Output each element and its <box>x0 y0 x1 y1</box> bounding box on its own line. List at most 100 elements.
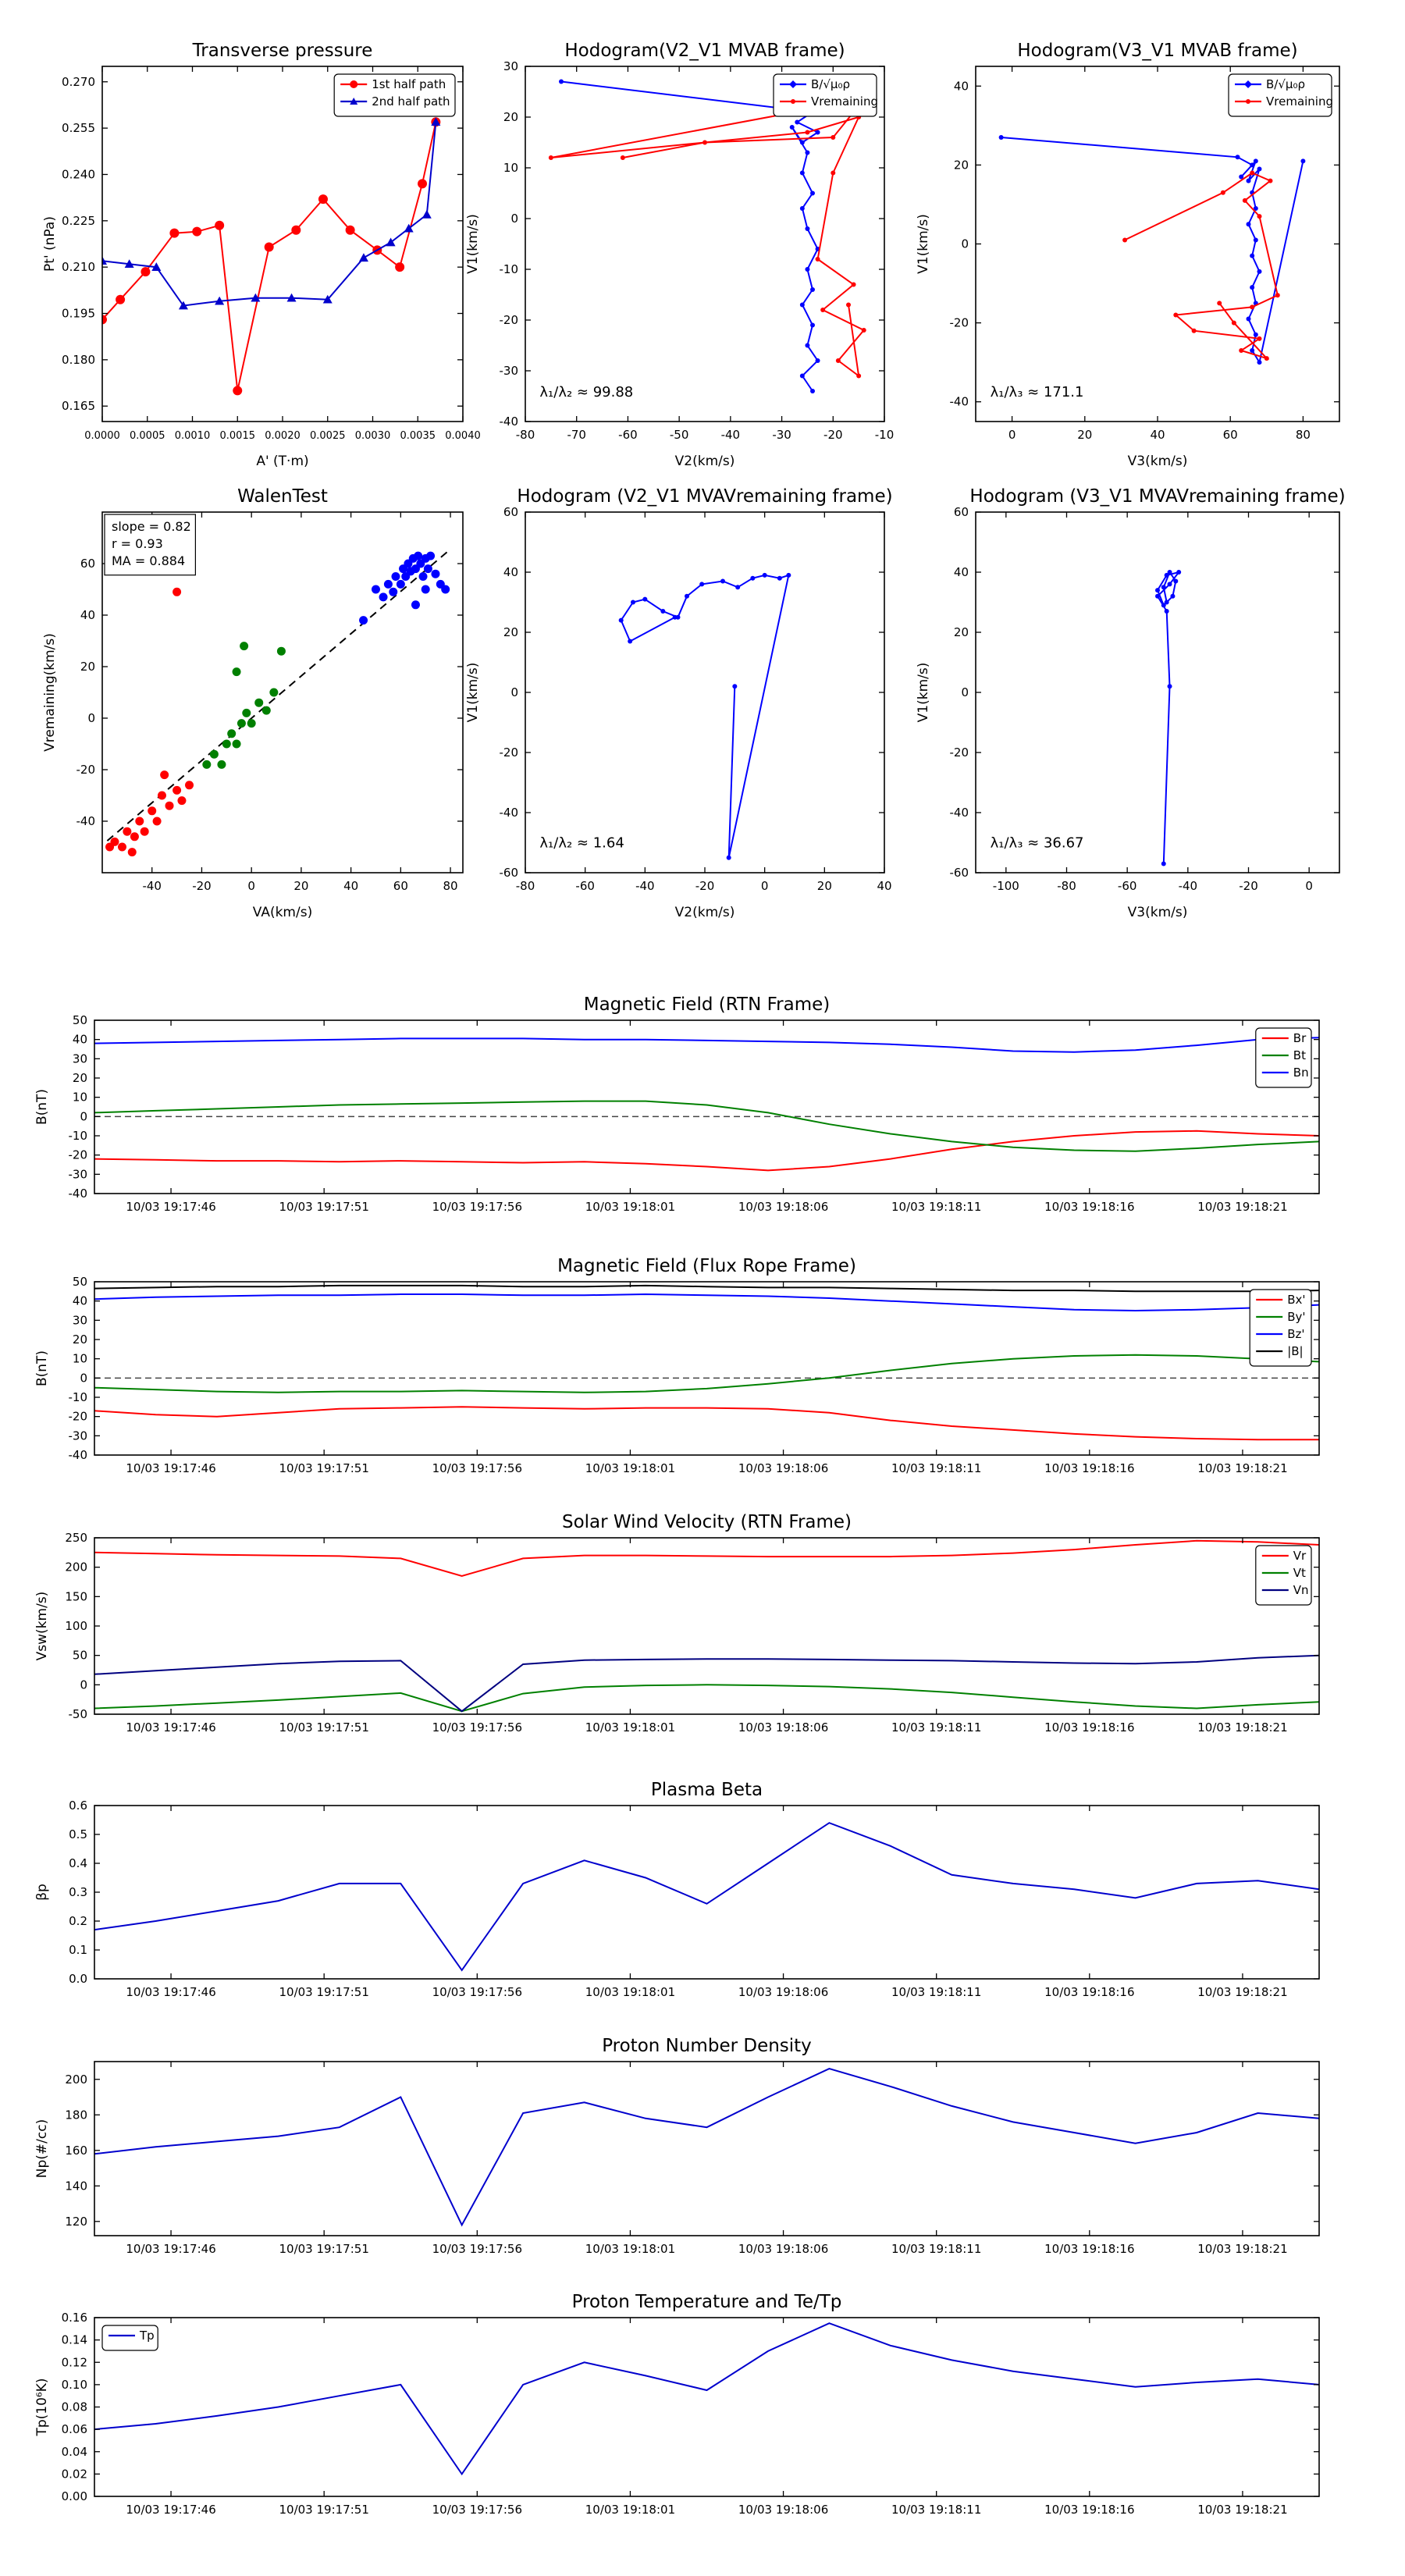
chart-title: Proton Temperature and Te/Tp <box>572 2292 842 2312</box>
x-tick-label: 0 <box>247 879 255 893</box>
x-tick-label: 0.0025 <box>310 430 346 442</box>
x-tick-label: 80 <box>443 879 458 893</box>
dot-marker <box>861 328 866 333</box>
dot-marker <box>685 593 689 599</box>
dot-marker <box>735 585 741 590</box>
x-tick-label: 60 <box>393 879 408 893</box>
triangle-marker <box>350 98 358 105</box>
y-tick-label: 0.6 <box>69 1799 87 1813</box>
x-tick-label: -40 <box>1179 879 1198 893</box>
y-tick-label: 20 <box>80 660 95 674</box>
x-axis-label: V3(km/s) <box>1128 905 1188 920</box>
x-tick-label: 10/03 19:18:06 <box>738 1461 828 1475</box>
x-tick-label: 10/03 19:18:21 <box>1197 1720 1287 1735</box>
y-tick-label: 40 <box>73 1294 87 1308</box>
x-tick-label: 10/03 19:18:06 <box>738 1200 828 1214</box>
axes-bg <box>525 66 884 422</box>
circle-marker <box>173 785 182 795</box>
axes-bg <box>94 2318 1319 2496</box>
x-tick-label: 10/03 19:18:01 <box>585 1200 675 1214</box>
circle-marker <box>232 739 241 749</box>
x-axis-label: A' (T·m) <box>256 454 308 469</box>
y-tick-label: -20 <box>69 1410 88 1424</box>
dot-marker <box>1161 861 1166 866</box>
dot-marker <box>1264 356 1269 361</box>
x-tick-label: 0 <box>1008 428 1016 442</box>
y-axis-label: B(nT) <box>34 1089 50 1125</box>
triangle-marker <box>386 237 396 247</box>
x-tick-label: -30 <box>772 428 791 442</box>
x-tick-label: -70 <box>567 428 586 442</box>
circle-marker <box>431 569 440 578</box>
circle-marker <box>264 242 274 252</box>
triangle-marker <box>358 253 368 262</box>
y-tick-label: 0.16 <box>62 2311 87 2325</box>
series-br <box>94 1130 1319 1172</box>
series-group <box>105 548 451 857</box>
circle-marker <box>240 642 249 651</box>
circle-marker <box>102 315 107 325</box>
triangle-marker <box>322 294 333 304</box>
annotation: λ₁/λ₃ ≈ 171.1 <box>991 384 1084 400</box>
triangle-marker <box>102 256 107 265</box>
circle-marker <box>140 267 151 277</box>
triangle-marker <box>251 293 261 302</box>
x-tick-label: 10/03 19:18:16 <box>1044 2242 1134 2256</box>
y-tick-label: 20 <box>73 1332 87 1347</box>
chart-magnetic-field-rtn: 10/03 19:17:46 10/03 19:17:51 10/03 19:17:… <box>34 994 1320 1214</box>
x-tick-label: 10/03 19:17:56 <box>432 2242 522 2256</box>
dot-marker <box>1250 304 1255 310</box>
circle-marker <box>269 688 279 697</box>
y-tick-label: 0.08 <box>62 2400 87 2414</box>
circle-marker <box>227 729 237 738</box>
legend-label: Bt <box>1293 1048 1306 1062</box>
dot-marker <box>1167 570 1172 575</box>
stats-line: r = 0.93 <box>112 536 163 551</box>
y-tick-label: 50 <box>73 1275 87 1289</box>
circle-marker <box>185 781 194 790</box>
legend-label: Tp <box>139 2329 155 2343</box>
circle-marker <box>396 579 405 589</box>
y-tick-label: 0.270 <box>62 75 95 89</box>
dot-marker <box>1250 348 1255 353</box>
circle-marker <box>379 592 388 602</box>
chart-proton-temperature: 10/03 19:17:46 10/03 19:17:51 10/03 19:17:… <box>34 2292 1320 2517</box>
dot-marker <box>1173 312 1179 318</box>
x-tick-label: -60 <box>618 428 638 442</box>
y-tick-label: 40 <box>954 565 969 579</box>
x-tick-label: 0.0015 <box>220 430 256 442</box>
circle-marker <box>418 572 428 581</box>
axes-frame <box>525 66 885 422</box>
series-b-hodogram <box>560 80 820 392</box>
legend-label: Bz' <box>1287 1327 1304 1341</box>
x-tick-label: 10/03 19:18:01 <box>585 1985 675 1999</box>
y-tick-label: -40 <box>69 1187 88 1201</box>
y-tick-label: 0 <box>961 685 969 699</box>
circle-marker <box>232 667 241 677</box>
dot-marker <box>1176 570 1182 575</box>
y-axis-label: Np(#/cc) <box>34 2119 50 2178</box>
y-tick-label: 0.00 <box>62 2489 87 2503</box>
circle-marker <box>169 228 180 238</box>
x-tick-label: 10/03 19:18:16 <box>1044 1200 1134 1214</box>
circle-marker <box>148 806 157 816</box>
chart-title: Hodogram (V3_V1 MVAVremaining frame) <box>969 486 1345 507</box>
y-tick-label: -60 <box>500 866 519 880</box>
triangle-marker <box>404 223 414 233</box>
circle-marker <box>247 719 256 728</box>
x-tick-label: 10/03 19:17:51 <box>279 1985 369 1999</box>
dot-marker <box>1161 603 1166 608</box>
dot-marker <box>1155 593 1160 599</box>
y-tick-label: 0.14 <box>62 2333 87 2347</box>
y-tick-label: 0 <box>961 237 969 251</box>
circle-marker <box>110 837 119 846</box>
y-tick-label: 60 <box>80 557 95 571</box>
dot-marker <box>799 140 805 145</box>
dot-marker <box>1246 178 1251 183</box>
annotation: λ₁/λ₃ ≈ 36.67 <box>991 835 1084 852</box>
y-tick-label: 0 <box>80 1371 87 1385</box>
series-group <box>94 1822 1319 1972</box>
series-group <box>94 1284 1319 1441</box>
circle-marker <box>165 801 174 810</box>
y-tick-label: -40 <box>950 806 969 820</box>
